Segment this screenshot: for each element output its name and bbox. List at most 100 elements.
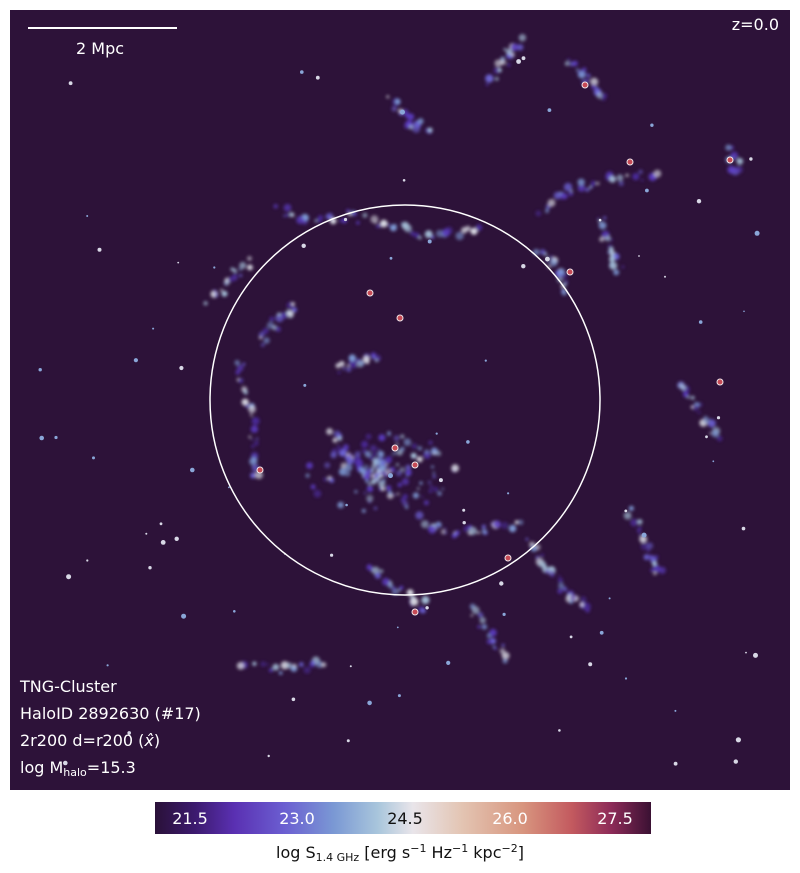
emission-blob: [508, 524, 517, 533]
scalebar: [28, 27, 177, 29]
emission-blob: [420, 520, 429, 529]
emission-blob: [502, 658, 508, 664]
emission-blob: [637, 528, 641, 533]
emission-blob: [465, 225, 471, 232]
emission-blob: [339, 219, 343, 223]
emission-blob: [501, 521, 509, 530]
emission-blob: [376, 468, 380, 472]
emission-blob: [423, 500, 429, 506]
emission-blob: [540, 553, 544, 558]
point-source: [743, 310, 745, 313]
emission-blob: [306, 462, 313, 469]
emission-blob: [346, 209, 351, 213]
point-source: [516, 59, 521, 64]
emission-blob: [346, 367, 352, 372]
emission-blob: [401, 221, 410, 230]
emission-blob: [366, 494, 374, 502]
emission-blob: [709, 432, 712, 435]
emission-blob: [387, 455, 393, 461]
emission-blob: [250, 451, 259, 459]
emission-blob: [291, 302, 295, 306]
emission-blob: [623, 511, 632, 520]
emission-blob: [385, 465, 389, 469]
emission-blob: [692, 404, 699, 412]
emission-blob: [203, 301, 208, 306]
bright-knot: [366, 289, 374, 297]
emission-blob: [479, 617, 486, 624]
emission-blob: [621, 265, 625, 269]
emission-blob: [586, 73, 591, 78]
emission-blob: [407, 113, 415, 121]
bright-knot: [726, 156, 734, 164]
emission-blob: [609, 261, 618, 270]
emission-blob: [221, 290, 228, 297]
emission-blob: [618, 180, 624, 186]
emission-blob: [283, 214, 286, 218]
emission-blob: [337, 448, 342, 452]
emission-blob: [418, 235, 422, 240]
emission-blob: [245, 404, 249, 408]
point-source: [741, 526, 746, 531]
point-source: [330, 553, 334, 557]
emission-blob: [344, 463, 353, 472]
emission-blob: [275, 326, 281, 333]
emission-blob: [329, 477, 335, 483]
emission-blob: [374, 572, 381, 579]
emission-blob: [609, 256, 615, 263]
emission-blob: [630, 518, 638, 527]
emission-blob: [590, 180, 597, 186]
emission-blob: [380, 461, 386, 466]
point-source: [462, 521, 466, 525]
emission-blob: [287, 310, 294, 318]
emission-blob: [686, 395, 690, 399]
emission-blob: [470, 227, 478, 235]
emission-blob: [658, 566, 666, 574]
point-source: [624, 509, 628, 513]
emission-blob: [282, 312, 288, 318]
emission-blob: [557, 588, 563, 594]
point-source: [315, 75, 320, 80]
point-source: [705, 435, 708, 439]
emission-blob: [316, 217, 323, 223]
emission-blob: [561, 290, 567, 296]
emission-blob: [411, 443, 418, 449]
emission-blob: [711, 429, 719, 438]
emission-blob: [248, 435, 252, 439]
emission-blob: [525, 537, 529, 541]
emission-blob: [272, 663, 280, 671]
point-source: [650, 123, 654, 127]
emission-blob: [254, 441, 259, 446]
emission-blob: [510, 43, 519, 52]
emission-blob: [278, 671, 283, 675]
emission-blob: [639, 533, 642, 536]
emission-blob: [430, 235, 435, 239]
emission-blob: [342, 366, 346, 371]
emission-blob: [361, 440, 369, 448]
emission-blob: [558, 575, 561, 578]
point-source: [521, 56, 526, 61]
emission-blob: [625, 173, 629, 177]
emission-blob: [569, 600, 573, 604]
emission-blob: [638, 169, 643, 174]
emission-blob: [545, 569, 550, 575]
point-source: [521, 264, 526, 269]
emission-blob: [605, 234, 608, 238]
projection-info: 2r200 d=r200 (x̂): [20, 731, 161, 750]
emission-blob: [402, 494, 408, 500]
emission-blob: [433, 486, 439, 492]
emission-blob: [330, 451, 337, 459]
emission-blob: [481, 624, 488, 630]
emission-blob: [345, 448, 349, 452]
emission-blob: [220, 288, 224, 292]
emission-blob: [641, 179, 644, 182]
emission-blob: [632, 173, 640, 181]
emission-blob: [362, 212, 368, 218]
emission-blob: [424, 449, 430, 455]
emission-blob: [413, 232, 420, 239]
emission-blob: [314, 219, 318, 223]
emission-blob: [385, 485, 392, 491]
emission-blob: [236, 364, 244, 372]
emission-blob: [397, 589, 401, 592]
emission-blob: [475, 224, 483, 231]
point-source: [92, 456, 95, 460]
